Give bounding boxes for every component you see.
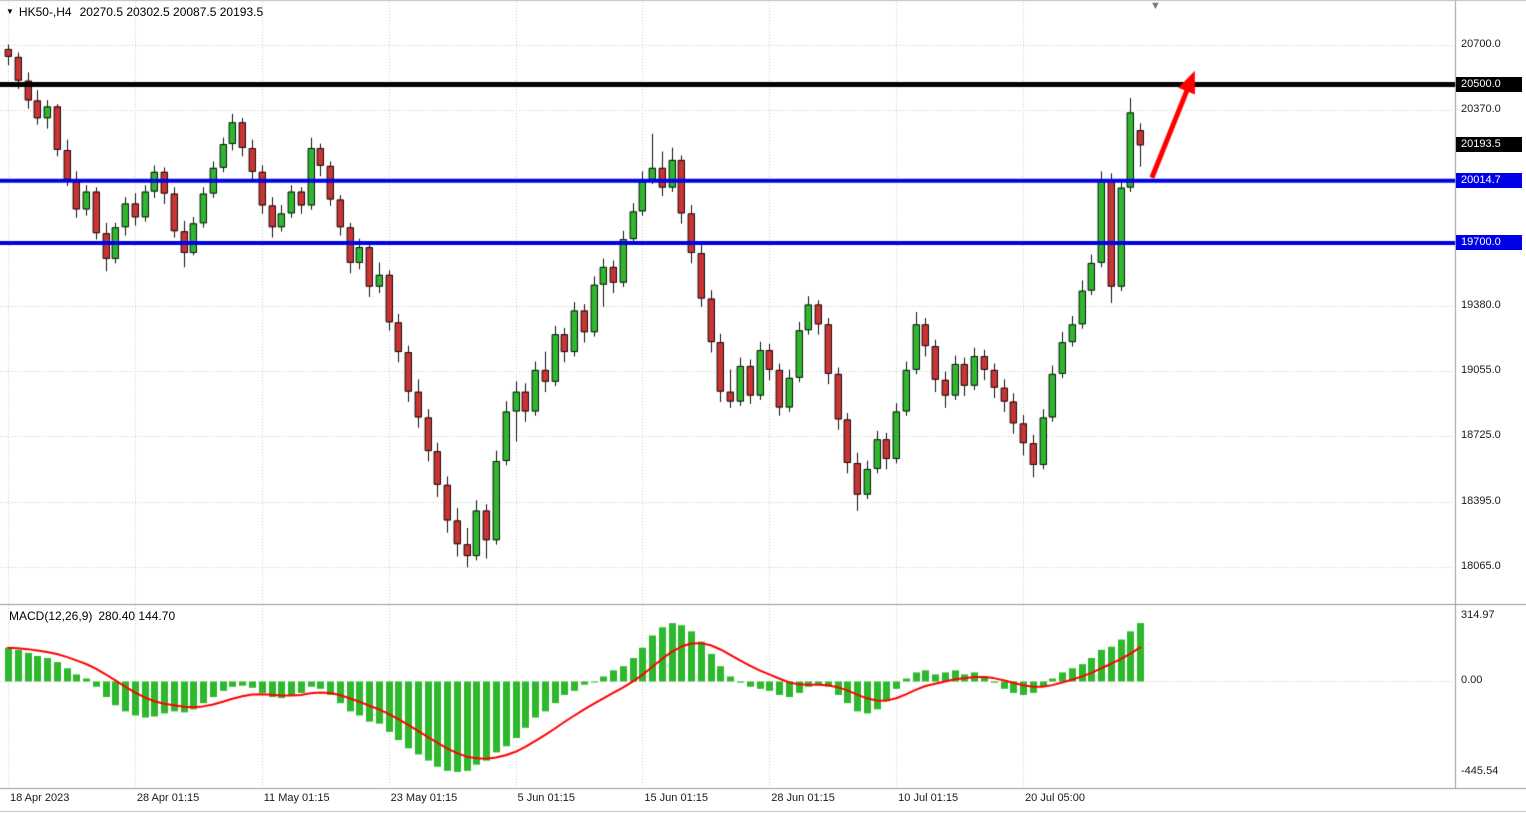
price-level-badge: 20193.5 [1456,137,1522,153]
price-level-badge: 20500.0 [1456,76,1522,92]
date-tick-label: 15 Jun 01:15 [644,792,709,804]
macd-tick-label: 0.00 [1461,673,1483,686]
price-tick-label: 18395.0 [1461,494,1501,507]
price-tick-label: 18725.0 [1461,429,1501,442]
symbol-timeframe-label: HK50-,H4 [18,5,72,19]
date-tick-label: 5 Jun 01:15 [517,792,576,804]
macd-tick-label: -445.54 [1461,764,1499,777]
symbol-marker-icon: ▼ [6,7,14,16]
chart-shift-marker-icon[interactable]: ▼ [1150,0,1161,12]
macd-indicator-label: MACD(12,26,9) 280.40 144.70 [9,609,175,623]
price-tick-label: 19380.0 [1461,299,1501,312]
macd-name: MACD(12,26,9) [9,609,93,623]
macd-tick-label: 314.97 [1461,608,1495,621]
price-tick-label: 20370.0 [1461,103,1501,116]
date-tick-label: 28 Jun 01:15 [771,792,835,804]
macd-current-values: 280.40 144.70 [98,609,176,623]
ohlc-values: 20270.5 20302.5 20087.5 20193.5 [79,5,264,19]
price-level-badge: 19700.0 [1456,235,1522,251]
date-tick-label: 10 Jul 01:15 [898,792,959,804]
price-level-badge: 20014.7 [1456,172,1522,188]
chart-title: ▼ HK50-,H4 20270.5 20302.5 20087.5 20193.5 [6,5,263,19]
date-tick-label: 11 May 01:15 [263,792,330,804]
price-tick-label: 20700.0 [1461,38,1501,50]
date-tick-label: 28 Apr 01:15 [136,792,200,804]
date-tick-label: 23 May 01:15 [390,792,458,804]
date-tick-label: 20 Jul 05:00 [1025,792,1085,804]
price-tick-label: 19055.0 [1461,363,1501,376]
date-tick-label: 18 Apr 2023 [10,792,70,804]
price-tick-label: 18065.0 [1461,559,1501,572]
